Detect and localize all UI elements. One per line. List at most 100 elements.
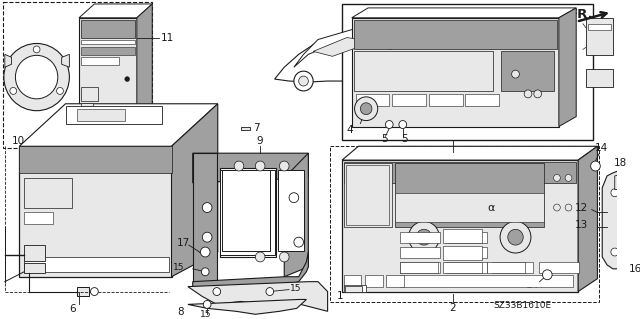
Text: α: α — [488, 203, 495, 212]
Polygon shape — [79, 4, 152, 18]
Text: 16: 16 — [629, 264, 640, 274]
Circle shape — [565, 174, 572, 182]
Bar — [344, 275, 362, 286]
Circle shape — [360, 103, 372, 115]
Polygon shape — [578, 146, 597, 292]
Text: 7: 7 — [253, 123, 260, 133]
Bar — [344, 163, 392, 227]
Bar — [400, 232, 440, 243]
Circle shape — [410, 71, 429, 91]
Circle shape — [543, 270, 552, 280]
Bar — [345, 286, 362, 292]
Polygon shape — [5, 54, 12, 67]
Text: 15: 15 — [200, 310, 211, 319]
Bar — [81, 20, 135, 38]
Bar — [220, 168, 276, 257]
Circle shape — [4, 43, 69, 111]
Polygon shape — [615, 172, 634, 190]
Polygon shape — [24, 257, 168, 272]
Circle shape — [266, 288, 274, 295]
Polygon shape — [193, 252, 308, 286]
Circle shape — [408, 221, 440, 253]
Circle shape — [416, 229, 431, 245]
Bar — [400, 262, 440, 273]
Text: 15: 15 — [290, 284, 301, 293]
Text: 2: 2 — [449, 303, 456, 313]
Text: 12: 12 — [575, 203, 588, 212]
Polygon shape — [61, 54, 69, 67]
Text: 5: 5 — [381, 134, 388, 145]
Polygon shape — [19, 104, 218, 146]
Bar — [486, 262, 525, 273]
Circle shape — [414, 76, 424, 86]
Circle shape — [56, 87, 63, 94]
Bar — [221, 170, 270, 251]
Bar — [446, 247, 486, 258]
Polygon shape — [77, 286, 89, 296]
Bar — [400, 275, 573, 286]
Bar — [356, 94, 389, 106]
Text: 15: 15 — [173, 263, 185, 272]
Polygon shape — [193, 153, 217, 282]
Bar — [24, 245, 45, 261]
Text: 5: 5 — [401, 134, 408, 145]
Polygon shape — [188, 300, 307, 314]
Circle shape — [200, 247, 210, 257]
Bar — [444, 246, 482, 260]
Bar — [81, 103, 93, 113]
Bar — [446, 262, 486, 273]
Bar — [24, 178, 72, 208]
Circle shape — [511, 70, 519, 78]
Circle shape — [33, 46, 40, 53]
Circle shape — [385, 121, 393, 129]
Circle shape — [508, 229, 524, 245]
Circle shape — [565, 204, 572, 211]
Text: 8: 8 — [177, 307, 184, 317]
Circle shape — [611, 248, 619, 256]
Circle shape — [299, 76, 308, 86]
Bar — [81, 48, 135, 55]
Polygon shape — [137, 4, 152, 129]
Polygon shape — [284, 153, 308, 277]
Polygon shape — [19, 146, 172, 277]
Bar — [77, 109, 125, 121]
Bar — [446, 232, 486, 243]
Polygon shape — [220, 170, 275, 255]
Polygon shape — [188, 282, 328, 311]
Circle shape — [213, 288, 221, 295]
Bar — [365, 275, 383, 286]
Bar — [392, 94, 426, 106]
Bar — [586, 69, 613, 87]
Text: 1: 1 — [337, 291, 344, 300]
Bar — [330, 146, 599, 302]
Text: 9: 9 — [256, 136, 263, 146]
Bar — [342, 4, 593, 140]
Circle shape — [591, 161, 600, 171]
Bar — [465, 94, 499, 106]
Text: 13: 13 — [575, 220, 588, 230]
Circle shape — [500, 221, 531, 253]
Polygon shape — [559, 8, 576, 127]
Circle shape — [255, 161, 265, 171]
Bar — [400, 262, 438, 273]
Bar — [539, 262, 579, 273]
Text: 14: 14 — [595, 143, 608, 153]
Text: Vs: Vs — [355, 188, 366, 198]
Polygon shape — [19, 146, 172, 173]
Circle shape — [202, 203, 212, 212]
Bar — [429, 94, 463, 106]
Bar — [354, 51, 493, 91]
Text: 6: 6 — [69, 304, 76, 314]
Polygon shape — [193, 153, 308, 183]
Bar — [24, 263, 45, 273]
Circle shape — [255, 252, 265, 262]
Circle shape — [15, 55, 58, 99]
Bar — [81, 87, 99, 101]
Circle shape — [355, 97, 378, 121]
Text: FR.: FR. — [568, 8, 593, 21]
Circle shape — [554, 204, 560, 211]
Circle shape — [628, 247, 638, 257]
Polygon shape — [342, 146, 597, 160]
Polygon shape — [172, 104, 218, 277]
Polygon shape — [352, 18, 559, 127]
